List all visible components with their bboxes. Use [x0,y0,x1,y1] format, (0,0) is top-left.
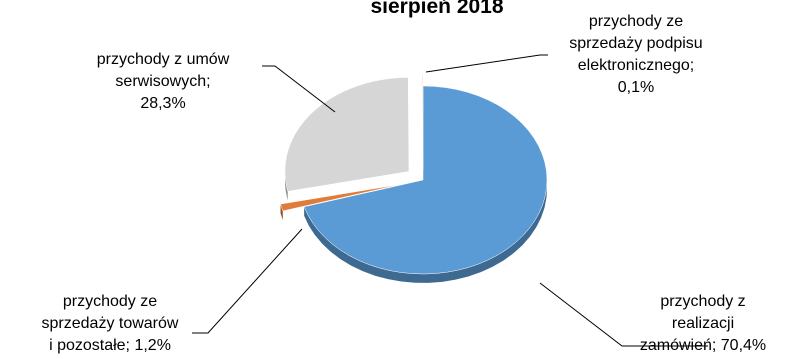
pie-slice-przychody-ze-sprzedazy-towarow-i-pozostale [280,183,402,212]
data-label-line: realizacji [672,315,734,332]
data-label-line: przychody ze [589,13,683,30]
data-label-line: serwisowych; [115,73,210,90]
data-label-line: 28,3% [140,95,185,112]
data-label-line: 0,1% [618,79,654,96]
data-label-line: przychody z [660,293,745,310]
leader-lines [192,54,708,347]
data-label-przychody-ze-sprzedazy-podpisu-elektronicznego: przychody ze sprzedaży podpisu elektronicz… [569,13,702,96]
data-label-line: i pozostałe; 1,2% [49,337,171,354]
data-label-line: zamówień; 70,4% [640,337,766,354]
leader-line-przychody-z-realizacji-zamowien [539,282,708,347]
leader-line-przychody-ze-sprzedazy-towarow-i-pozostale [192,228,303,334]
data-label-przychody-z-umow-serwisowych: przychody z umów serwisowych; 28,3% [97,51,230,112]
pie-slices [280,75,548,283]
data-label-line: przychody z umów [97,51,230,68]
data-label-line: przychody ze [63,293,157,310]
pie-slice-przychody-z-realizacji-zamowien [303,85,548,275]
pie-slice-przychody-z-umow-serwisowych [284,77,410,192]
data-label-przychody-ze-sprzedazy-towarow-i-pozostale: przychody ze sprzedaży towarów i pozostałe… [42,293,179,354]
data-label-line: elektronicznego; [578,57,695,74]
data-label-line: sprzedaży podpisu [569,35,702,52]
leader-line-przychody-ze-sprzedazy-podpisu-elektronicznego [425,54,548,73]
pie-slice-przychody-ze-sprzedazy-podpisu-elektronicznego [421,75,424,170]
chart-title: sierpień 2018 [370,0,503,18]
data-label-przychody-z-realizacji-zamowien: przychody z realizacji zamówień; 70,4% [640,293,766,354]
leader-line-przychody-z-umow-serwisowych [262,65,336,113]
data-label-line: sprzedaży towarów [42,315,179,332]
pie-slice-side-przychody-ze-sprzedazy-towarow-i-pozostale [280,204,283,220]
data-labels: przychody z realizacji zamówień; 70,4%przy… [42,13,767,354]
